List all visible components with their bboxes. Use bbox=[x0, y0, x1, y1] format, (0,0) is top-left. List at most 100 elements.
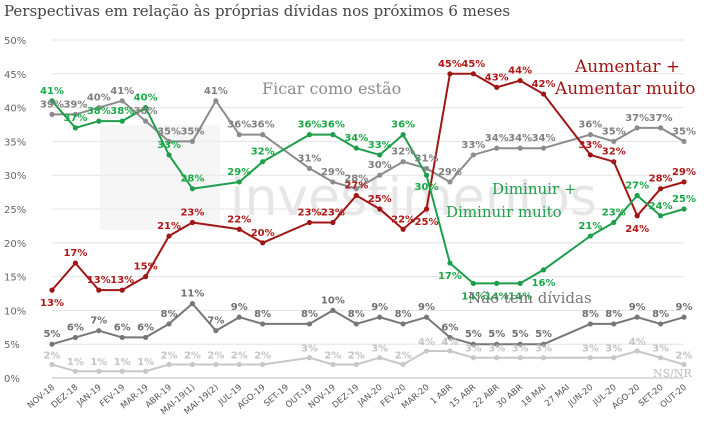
data-label-diminuir: 33% bbox=[157, 140, 181, 151]
data-point-diminuir bbox=[377, 152, 383, 158]
data-point-diminuir bbox=[72, 125, 79, 131]
data-point-nao_tem bbox=[306, 321, 313, 327]
data-point-ficar bbox=[330, 179, 336, 185]
data-point-ficar bbox=[540, 145, 547, 151]
data-label-diminuir: 37% bbox=[63, 113, 87, 124]
data-point-aumentar bbox=[587, 152, 593, 158]
series-annotation-diminuir: Diminuir + bbox=[492, 180, 576, 198]
data-label-nao_tem: 6% bbox=[137, 322, 154, 333]
y-tick-label: 35% bbox=[4, 137, 26, 148]
data-label-aumentar: 29% bbox=[672, 167, 696, 178]
data-label-diminuir: 28% bbox=[180, 174, 204, 185]
x-tick-label: 27 MAI bbox=[543, 383, 572, 409]
data-point-nao_tem bbox=[400, 321, 406, 327]
data-label-aumentar: 42% bbox=[532, 79, 556, 90]
data-point-nsnr bbox=[96, 368, 102, 374]
data-point-nsnr bbox=[72, 368, 79, 374]
data-label-nsnr: 4% bbox=[418, 337, 435, 348]
data-label-ficar: 36% bbox=[227, 120, 251, 131]
data-label-nao_tem: 5% bbox=[465, 329, 482, 340]
data-label-nao_tem: 5% bbox=[44, 329, 61, 340]
data-point-aumentar bbox=[447, 71, 453, 77]
data-point-nao_tem bbox=[540, 341, 547, 347]
data-point-diminuir bbox=[470, 280, 476, 286]
data-label-aumentar: 33% bbox=[578, 140, 602, 151]
data-point-nao_tem bbox=[236, 314, 242, 320]
data-label-diminuir: 36% bbox=[298, 120, 322, 131]
data-label-nao_tem: 5% bbox=[535, 329, 552, 340]
data-label-aumentar: 28% bbox=[649, 174, 673, 185]
data-label-diminuir: 30% bbox=[415, 182, 439, 193]
data-point-diminuir bbox=[119, 118, 125, 124]
data-label-aumentar: 23% bbox=[180, 208, 204, 219]
data-point-nsnr bbox=[119, 368, 125, 374]
series-lines bbox=[49, 71, 687, 374]
data-label-ficar: 40% bbox=[87, 93, 111, 104]
data-label-ficar: 33% bbox=[461, 140, 485, 151]
data-label-ficar: 36% bbox=[251, 120, 275, 131]
data-label-ficar: 29% bbox=[438, 167, 462, 178]
data-label-nao_tem: 8% bbox=[605, 309, 622, 320]
data-point-nsnr bbox=[611, 355, 617, 361]
data-point-nsnr bbox=[540, 355, 547, 361]
data-point-aumentar bbox=[377, 206, 383, 212]
x-tick-label: 18 MAI bbox=[520, 383, 549, 409]
data-point-diminuir bbox=[353, 145, 359, 151]
data-point-nsnr bbox=[49, 361, 55, 368]
series-annotation-aumentar: Aumentar + bbox=[574, 57, 680, 77]
chart-title: Perspectivas em relação às próprias dívi… bbox=[4, 2, 511, 20]
data-label-diminuir: 14% bbox=[508, 291, 532, 302]
data-point-nsnr bbox=[166, 361, 172, 368]
data-point-ficar bbox=[400, 159, 406, 165]
data-point-diminuir bbox=[306, 132, 313, 138]
data-point-ficar bbox=[657, 125, 664, 131]
data-point-diminuir bbox=[49, 98, 55, 104]
data-label-diminuir: 14% bbox=[485, 291, 509, 302]
data-point-nsnr bbox=[377, 355, 383, 361]
data-label-ficar: 31% bbox=[415, 153, 439, 164]
data-label-aumentar: 23% bbox=[298, 208, 322, 219]
data-point-nsnr bbox=[587, 355, 593, 361]
data-point-aumentar bbox=[49, 287, 55, 293]
data-point-nsnr bbox=[143, 368, 149, 374]
data-point-ficar bbox=[377, 172, 383, 178]
data-point-nao_tem bbox=[49, 341, 55, 347]
data-point-diminuir bbox=[447, 260, 453, 266]
data-label-aumentar: 45% bbox=[461, 59, 485, 70]
data-label-nao_tem: 6% bbox=[441, 322, 458, 333]
data-label-nao_tem: 7% bbox=[207, 316, 224, 327]
data-label-nsnr: 1% bbox=[137, 357, 154, 368]
data-point-aumentar bbox=[330, 219, 336, 226]
data-label-diminuir: 17% bbox=[438, 271, 462, 282]
data-labels: 39% 39%40%41%38%35% 35%41%36% 36%31%29%28%3… bbox=[40, 59, 696, 368]
data-point-nsnr bbox=[423, 348, 430, 354]
data-point-nao_tem bbox=[681, 314, 687, 320]
data-label-aumentar: 17% bbox=[63, 248, 87, 259]
data-point-ficar bbox=[213, 98, 219, 104]
data-label-diminuir: 34% bbox=[344, 133, 368, 144]
data-label-aumentar: 22% bbox=[227, 214, 251, 225]
data-label-nao_tem: 5% bbox=[512, 329, 529, 340]
y-tick-label: 45% bbox=[4, 70, 26, 81]
data-label-aumentar: 45% bbox=[438, 59, 462, 70]
data-label-diminuir: 29% bbox=[227, 167, 251, 178]
data-label-ficar: 35% bbox=[157, 126, 181, 137]
data-label-ficar: 41% bbox=[110, 86, 134, 97]
data-point-nsnr bbox=[260, 361, 266, 368]
series-line-nsnr bbox=[51, 350, 685, 373]
data-point-nao_tem bbox=[447, 334, 453, 341]
x-tick-label: DEZ-19 bbox=[331, 383, 362, 411]
data-label-ficar: 37% bbox=[649, 113, 673, 124]
data-label-nao_tem: 9% bbox=[371, 302, 388, 313]
data-label-nsnr: 1% bbox=[114, 357, 131, 368]
series-annotation-ficar: Ficar como estão bbox=[262, 79, 401, 98]
data-point-aumentar bbox=[260, 240, 266, 246]
x-tick-label: JAN-20 bbox=[356, 383, 385, 410]
data-label-nsnr: 2% bbox=[254, 350, 271, 361]
data-point-diminuir bbox=[517, 280, 523, 286]
data-point-ficar bbox=[72, 111, 79, 117]
data-label-diminuir: 21% bbox=[578, 221, 602, 232]
data-point-nsnr bbox=[353, 361, 359, 368]
series-annotation-diminuir: Diminuir muito bbox=[446, 203, 562, 221]
